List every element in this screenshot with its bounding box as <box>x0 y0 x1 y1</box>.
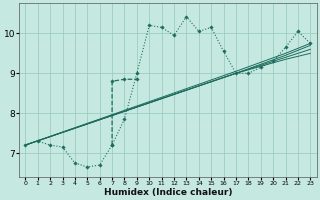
X-axis label: Humidex (Indice chaleur): Humidex (Indice chaleur) <box>104 188 232 197</box>
